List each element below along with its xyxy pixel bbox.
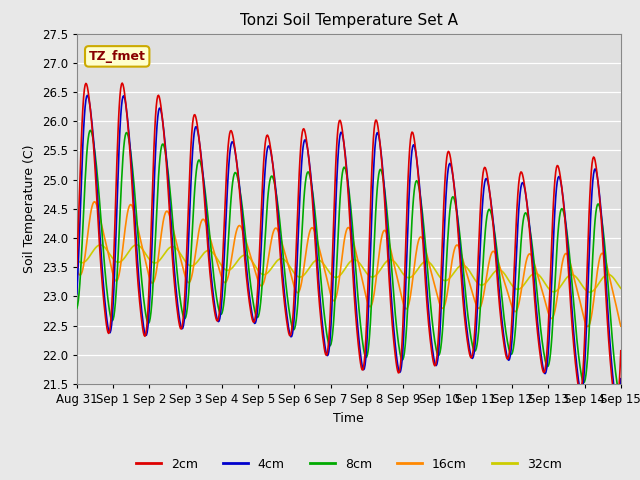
4cm — [195, 133, 202, 139]
2cm — [617, 348, 625, 354]
2cm — [223, 154, 231, 160]
16cm — [223, 276, 231, 282]
Title: Tonzi Soil Temperature Set A: Tonzi Soil Temperature Set A — [240, 13, 458, 28]
2cm — [118, 80, 126, 86]
2cm — [140, 330, 147, 336]
4cm — [83, 94, 90, 99]
8cm — [83, 153, 90, 158]
4cm — [73, 291, 81, 297]
2cm — [73, 264, 81, 270]
4cm — [223, 187, 231, 192]
4cm — [84, 93, 92, 98]
16cm — [195, 230, 202, 236]
2cm — [416, 188, 424, 194]
32cm — [431, 267, 439, 273]
4cm — [140, 322, 147, 328]
4cm — [431, 362, 439, 368]
Line: 8cm: 8cm — [77, 130, 621, 394]
8cm — [617, 390, 625, 396]
32cm — [223, 267, 231, 273]
16cm — [431, 285, 439, 291]
8cm — [195, 157, 202, 163]
8cm — [431, 342, 439, 348]
32cm — [73, 256, 81, 262]
32cm — [140, 248, 147, 253]
8cm — [73, 305, 81, 311]
32cm — [617, 286, 625, 291]
8cm — [86, 127, 94, 133]
32cm — [132, 242, 140, 248]
Text: TZ_fmet: TZ_fmet — [89, 50, 146, 63]
2cm — [431, 362, 439, 368]
8cm — [616, 391, 624, 397]
16cm — [617, 323, 625, 329]
Line: 32cm: 32cm — [77, 245, 621, 292]
8cm — [223, 254, 231, 260]
X-axis label: Time: Time — [333, 411, 364, 425]
Legend: 2cm, 4cm, 8cm, 16cm, 32cm: 2cm, 4cm, 8cm, 16cm, 32cm — [131, 453, 567, 476]
32cm — [586, 289, 594, 295]
16cm — [83, 241, 90, 247]
16cm — [416, 235, 424, 241]
8cm — [416, 188, 424, 194]
16cm — [584, 324, 591, 329]
32cm — [83, 257, 90, 263]
8cm — [140, 294, 147, 300]
Line: 16cm: 16cm — [77, 202, 621, 326]
Y-axis label: Soil Temperature (C): Soil Temperature (C) — [23, 144, 36, 273]
4cm — [614, 404, 621, 409]
4cm — [617, 376, 625, 382]
16cm — [73, 266, 81, 272]
16cm — [140, 249, 147, 255]
Line: 4cm: 4cm — [77, 96, 621, 407]
2cm — [612, 404, 620, 410]
2cm — [195, 132, 202, 138]
4cm — [416, 183, 424, 189]
16cm — [90, 199, 98, 204]
32cm — [416, 264, 424, 270]
32cm — [195, 257, 202, 263]
2cm — [83, 82, 90, 87]
Line: 2cm: 2cm — [77, 83, 621, 407]
